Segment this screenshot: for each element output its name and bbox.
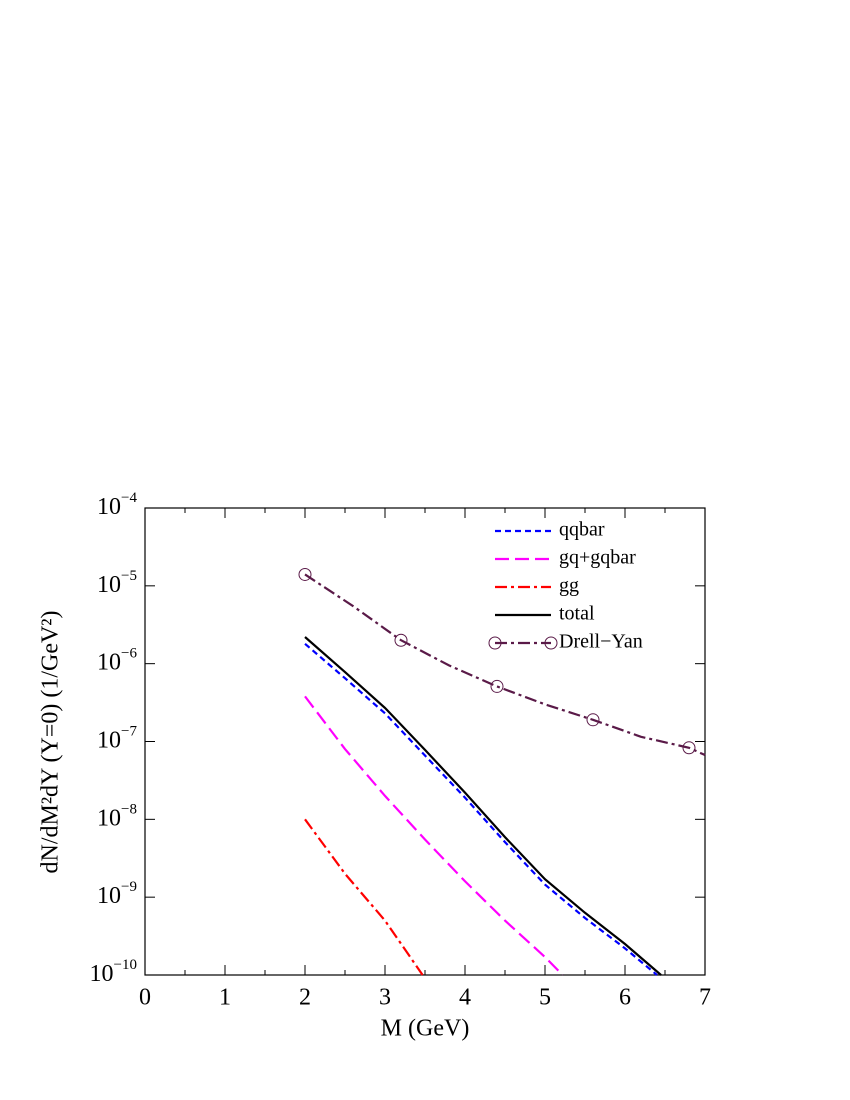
x-tick-label: 6 [619, 985, 631, 1011]
series-marker [394, 633, 408, 647]
y-tick-label: 10−6 [97, 646, 137, 675]
series-line [304, 818, 424, 976]
series-marker [298, 567, 312, 581]
legend-label: Drell−Yan [559, 631, 643, 653]
x-tick-label: 3 [379, 985, 391, 1011]
series-line [304, 573, 706, 757]
x-tick-label: 0 [139, 985, 151, 1011]
x-tick-label: 7 [699, 985, 711, 1011]
y-tick-label: 10−8 [97, 802, 137, 831]
series-line [304, 695, 564, 976]
y-tick-label: 10−7 [97, 724, 137, 753]
series-marker [586, 713, 600, 727]
y-tick-label: 10−10 [90, 957, 137, 986]
legend-marker [488, 636, 502, 650]
legend-label: total [559, 603, 595, 625]
legend-label: gq+gqbar [559, 547, 636, 569]
series-line [304, 636, 662, 976]
x-tick-label: 1 [219, 985, 231, 1011]
plot-frame [144, 507, 706, 976]
series-line [304, 642, 658, 976]
x-axis-label: M (GeV) [381, 1016, 470, 1042]
series-marker [682, 741, 696, 755]
y-tick-label: 10−9 [97, 880, 137, 909]
series-marker [490, 679, 504, 693]
x-tick-label: 2 [299, 985, 311, 1011]
y-tick-label: 10−4 [97, 490, 137, 519]
y-axis-label: dN/dM²dY (Y=0) (1/GeV²) [38, 611, 64, 874]
x-tick-label: 5 [539, 985, 551, 1011]
y-tick-label: 10−5 [97, 568, 137, 597]
legend-marker [544, 636, 558, 650]
x-tick-label: 4 [459, 985, 471, 1011]
legend-label: qqbar [559, 519, 605, 541]
legend-label: gg [559, 575, 579, 597]
